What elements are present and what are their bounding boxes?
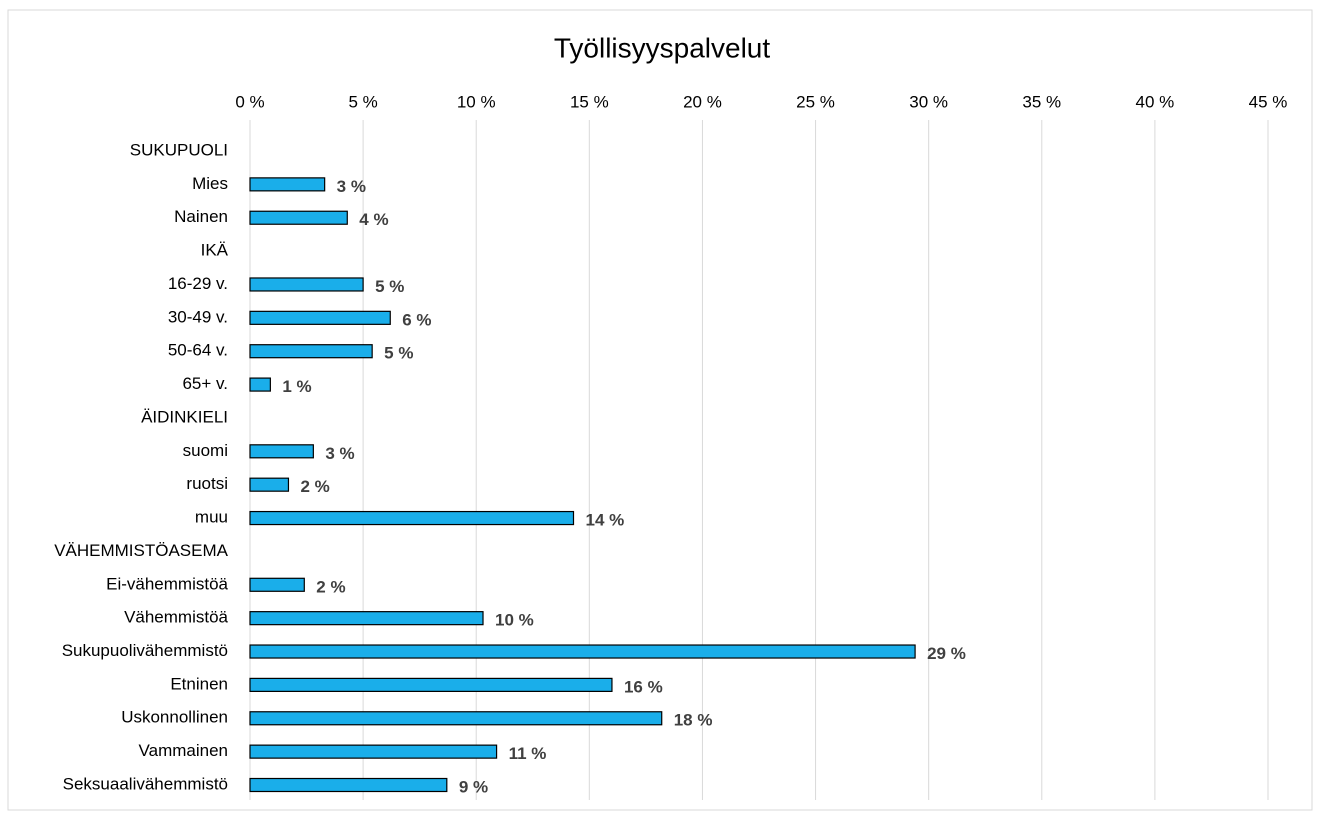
y-tick-label: Nainen: [174, 207, 228, 226]
value-label: 3 %: [325, 444, 354, 463]
y-tick-label: VÄHEMMISTÖASEMA: [54, 541, 228, 560]
value-label: 9 %: [459, 777, 488, 796]
bar: [249, 477, 290, 492]
x-tick-label: 25 %: [796, 92, 835, 111]
bar: [249, 577, 305, 592]
bar: [249, 277, 364, 292]
y-tick-label: ruotsi: [186, 474, 228, 493]
value-label: 2 %: [300, 477, 329, 496]
bar: [249, 777, 448, 793]
value-label: 10 %: [495, 611, 534, 630]
y-tick-label: 50-64 v.: [168, 341, 228, 360]
bar: [249, 177, 326, 192]
y-tick-label: Vähemmistöä: [124, 608, 228, 627]
value-label: 14 %: [585, 511, 624, 530]
value-label: 4 %: [359, 210, 388, 229]
x-tick-label: 40 %: [1136, 92, 1175, 111]
value-label: 2 %: [316, 577, 345, 596]
value-label: 3 %: [337, 177, 366, 196]
x-tick-label: 5 %: [348, 92, 377, 111]
y-tick-label: Etninen: [170, 674, 228, 693]
y-tick-label: Sukupuolivähemmistö: [62, 641, 228, 660]
bar: [249, 711, 663, 726]
y-tick-label: SUKUPUOLI: [130, 140, 228, 159]
value-label: 11 %: [509, 744, 547, 763]
y-tick-label: Mies: [192, 174, 228, 193]
x-tick-label: 30 %: [909, 92, 948, 111]
y-tick-label: 65+ v.: [182, 374, 228, 393]
bar: [249, 644, 916, 659]
chart-border: [7, 9, 1313, 811]
value-label: 29 %: [927, 644, 966, 663]
bar: [249, 677, 613, 692]
value-label: 6 %: [402, 310, 431, 329]
y-tick-label: 16-29 v.: [168, 274, 228, 293]
x-tick-label: 10 %: [457, 92, 496, 111]
bar: [249, 310, 391, 325]
y-tick-label: 30-49 v.: [168, 307, 228, 326]
x-tick-label: 35 %: [1022, 92, 1061, 111]
bar: [249, 744, 498, 759]
bar: [249, 344, 373, 359]
y-tick-label: Vammainen: [139, 741, 228, 760]
bar: [249, 444, 314, 459]
x-tick-label: 45 %: [1249, 92, 1288, 111]
bar: [249, 611, 484, 626]
value-label: 18 %: [674, 711, 713, 730]
value-label: 5 %: [384, 344, 413, 363]
value-label: 1 %: [282, 377, 311, 396]
y-tick-label: Uskonnollinen: [121, 708, 228, 727]
value-label: 16 %: [624, 677, 663, 696]
y-tick-label: muu: [195, 508, 228, 527]
bar: [249, 510, 575, 526]
y-tick-label: ÄIDINKIELI: [141, 407, 228, 426]
bar: [249, 210, 348, 225]
chart-title: Työllisyyspalvelut: [554, 32, 771, 63]
y-tick-label: Ei-vähemmistöä: [106, 574, 228, 593]
x-tick-label: 0 %: [235, 92, 264, 111]
bar: [249, 377, 271, 392]
x-tick-label: 20 %: [683, 92, 722, 111]
y-tick-label: Seksuaalivähemmistö: [63, 774, 228, 793]
y-tick-label: suomi: [183, 441, 228, 460]
x-tick-label: 15 %: [570, 92, 609, 111]
value-label: 5 %: [375, 277, 404, 296]
y-tick-label: IKÄ: [201, 241, 229, 260]
